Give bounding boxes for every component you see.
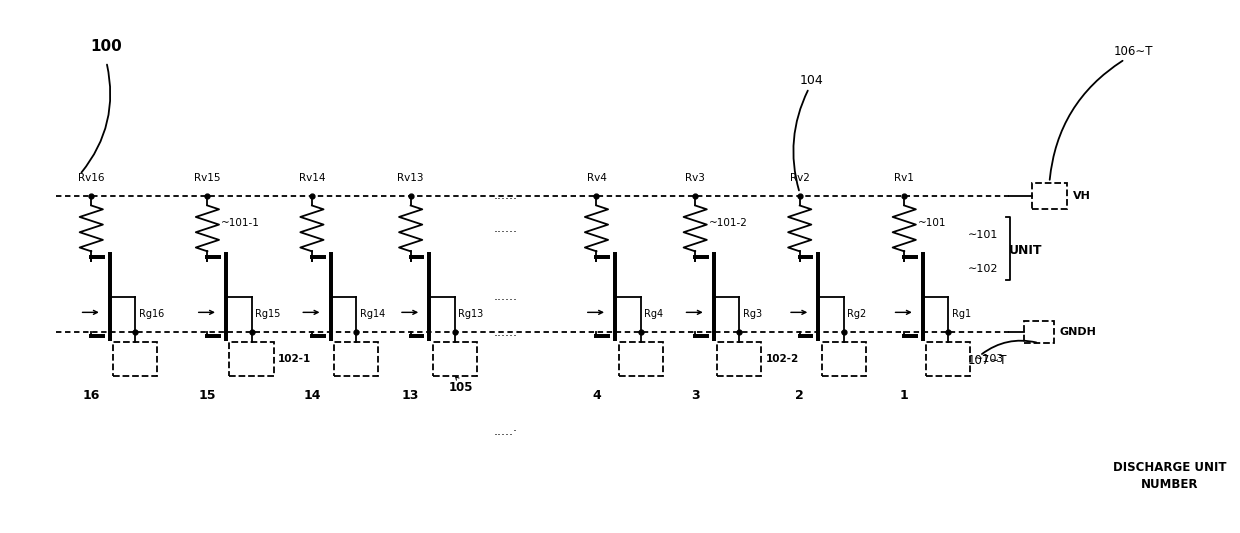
Text: 4: 4 — [593, 389, 601, 402]
Text: DISCHARGE UNIT
NUMBER: DISCHARGE UNIT NUMBER — [1114, 462, 1226, 491]
Text: 3: 3 — [691, 389, 699, 402]
Text: ......: ...... — [494, 326, 518, 338]
Text: GNDH: GNDH — [1060, 327, 1096, 337]
Text: 13: 13 — [402, 389, 419, 402]
Text: Rv3: Rv3 — [686, 173, 706, 183]
Bar — [433, 342, 477, 376]
Bar — [822, 342, 866, 376]
Bar — [113, 342, 157, 376]
Text: Rv14: Rv14 — [299, 173, 325, 183]
Text: Rg3: Rg3 — [743, 309, 761, 319]
Text: Rv13: Rv13 — [397, 173, 424, 183]
Text: 100: 100 — [91, 38, 123, 54]
Text: Rv15: Rv15 — [195, 173, 221, 183]
Text: Rg15: Rg15 — [255, 309, 280, 319]
Text: 15: 15 — [198, 389, 216, 402]
Text: Rv16: Rv16 — [78, 173, 104, 183]
Text: ∼102: ∼102 — [968, 264, 998, 274]
Text: 104: 104 — [800, 74, 823, 87]
Bar — [926, 342, 971, 376]
Text: UNIT: UNIT — [1009, 244, 1043, 257]
Text: .....·: .....· — [494, 425, 518, 438]
Text: 106∼T: 106∼T — [1114, 45, 1153, 58]
Bar — [717, 342, 761, 376]
Text: Rg16: Rg16 — [139, 309, 164, 319]
Text: Rg14: Rg14 — [360, 309, 384, 319]
Text: Rv4: Rv4 — [587, 173, 606, 183]
Text: ......: ...... — [494, 189, 518, 202]
Text: 1: 1 — [900, 389, 909, 402]
Bar — [334, 342, 378, 376]
Text: Rg4: Rg4 — [644, 309, 663, 319]
Text: ......: ...... — [494, 290, 518, 303]
Text: ~101: ~101 — [918, 218, 946, 228]
Text: 107∼T: 107∼T — [968, 354, 1008, 367]
Text: VH: VH — [1073, 191, 1090, 200]
Text: ~101-1: ~101-1 — [222, 218, 260, 228]
Text: 105: 105 — [449, 381, 472, 394]
Text: ~101-2: ~101-2 — [709, 218, 748, 228]
Text: ......: ...... — [494, 222, 518, 235]
Text: Rg1: Rg1 — [952, 309, 971, 319]
Text: Rg2: Rg2 — [847, 309, 867, 319]
Text: ∼101: ∼101 — [968, 230, 998, 240]
Text: 16: 16 — [83, 389, 100, 402]
Bar — [229, 342, 274, 376]
Text: 2: 2 — [795, 389, 804, 402]
Text: 102-1: 102-1 — [278, 353, 311, 364]
Text: 14: 14 — [304, 389, 321, 402]
Text: ∼103: ∼103 — [973, 353, 1004, 364]
Bar — [1024, 321, 1054, 343]
Bar — [1032, 183, 1066, 209]
Text: Rv1: Rv1 — [894, 173, 914, 183]
Text: Rv2: Rv2 — [790, 173, 810, 183]
Text: Rg13: Rg13 — [459, 309, 484, 319]
Text: 102-2: 102-2 — [766, 353, 800, 364]
Bar — [619, 342, 662, 376]
